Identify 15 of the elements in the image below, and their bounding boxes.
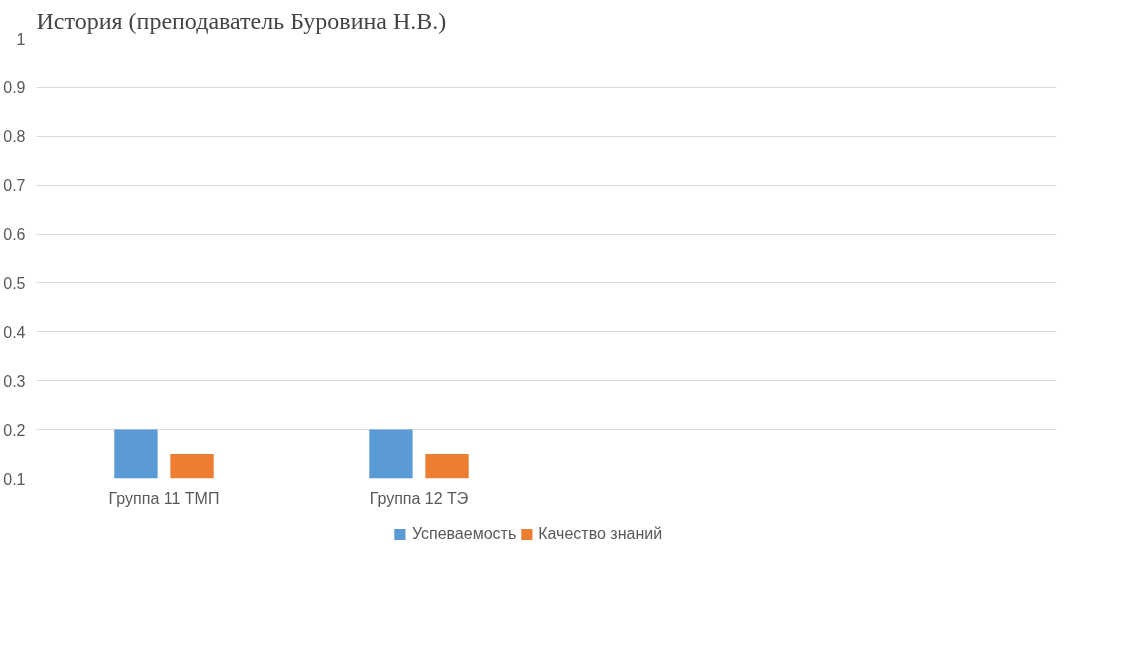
y-tick-label: 0.7 — [3, 177, 26, 195]
chart-title: История (преподаватель Буровина Н.В.) — [36, 7, 447, 34]
y-tick-label: 0.1 — [3, 470, 26, 488]
x-tick-label: Группа 11 ТМП — [108, 489, 220, 507]
y-tick-label: 0.2 — [3, 421, 26, 439]
y-tick-label: 0.5 — [3, 274, 26, 292]
x-tick-label: Группа 12 ТЭ — [369, 489, 469, 507]
y-tick-label: 0.4 — [3, 323, 26, 341]
legend-label: Качество знаний — [538, 525, 663, 543]
y-tick-label: 0.8 — [3, 128, 26, 146]
y-tick-label: 0.6 — [3, 226, 26, 244]
y-tick-label: 0.3 — [3, 372, 26, 390]
y-tick-label: 1 — [16, 30, 26, 48]
y-tick-label: 0.9 — [3, 79, 26, 97]
legend-label: Успеваемость — [411, 525, 517, 543]
